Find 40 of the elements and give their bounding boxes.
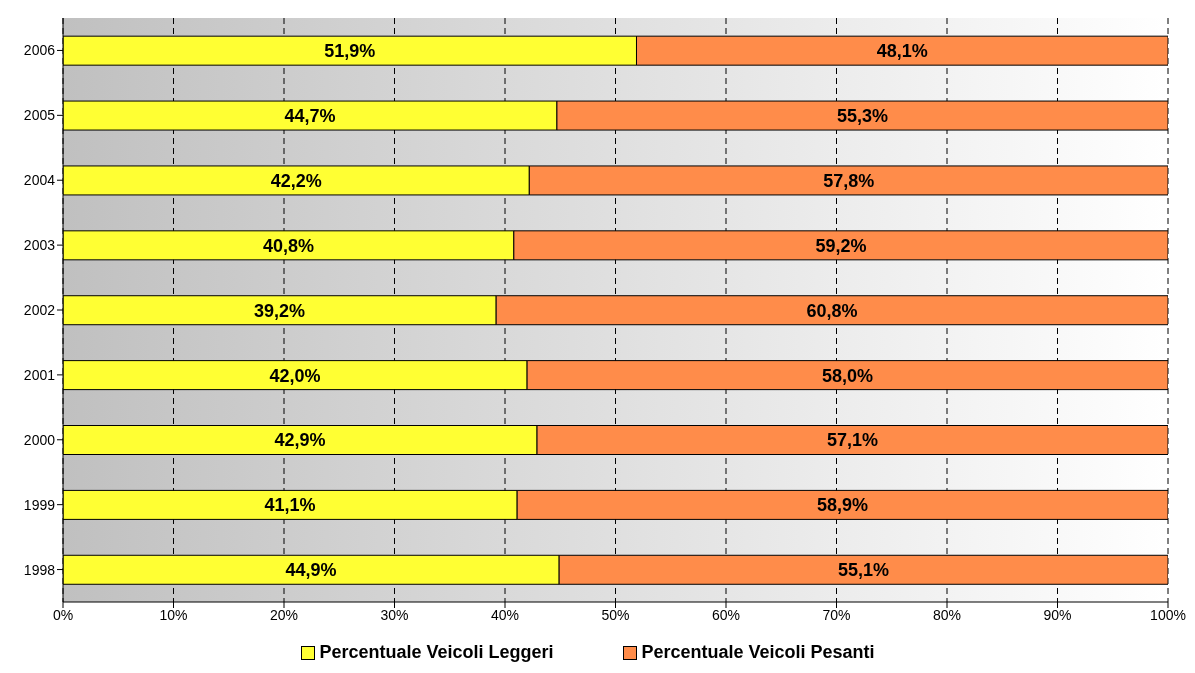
data-label: 44,9% — [285, 560, 337, 581]
data-label: 40,8% — [262, 235, 314, 256]
data-label: 57,8% — [823, 170, 875, 191]
data-label: 41,1% — [264, 495, 316, 516]
data-label: 60,8% — [806, 300, 858, 321]
x-tick-label: 90% — [1043, 606, 1072, 623]
y-tick-label: 1999 — [23, 496, 56, 513]
legend-label: Percentuale Veicoli Leggeri — [319, 642, 554, 663]
y-tick-label: 2000 — [23, 431, 56, 448]
x-tick-label: 40% — [490, 606, 520, 623]
x-tick-label: 70% — [822, 606, 851, 623]
data-label: 44,7% — [284, 105, 336, 126]
data-label: 55,3% — [836, 105, 888, 126]
data-label: 39,2% — [254, 300, 306, 321]
x-tick-label: 30% — [380, 606, 409, 623]
x-tick-label: 20% — [269, 606, 299, 623]
data-label: 55,1% — [838, 560, 890, 581]
data-label: 48,1% — [876, 41, 928, 62]
data-label: 42,9% — [274, 430, 326, 451]
x-tick-label: 60% — [711, 606, 741, 623]
data-label: 57,1% — [827, 430, 879, 451]
data-label: 58,9% — [817, 495, 869, 516]
y-tick-label: 2001 — [23, 366, 56, 383]
y-tick-label: 2006 — [23, 42, 56, 59]
x-tick-label: 0% — [52, 606, 74, 623]
y-tick-label: 1998 — [23, 561, 56, 578]
data-label: 58,0% — [822, 365, 874, 386]
data-label: 51,9% — [324, 41, 376, 62]
data-label: 42,2% — [270, 170, 322, 191]
legend-label: Percentuale Veicoli Pesanti — [641, 642, 875, 663]
data-label: 59,2% — [815, 235, 867, 256]
x-tick-label: 100% — [1150, 606, 1186, 623]
x-tick-label: 50% — [601, 606, 630, 623]
x-tick-label: 80% — [932, 606, 962, 623]
y-tick-label: 2005 — [23, 107, 56, 124]
y-tick-label: 2002 — [23, 301, 56, 318]
x-tick-label: 10% — [159, 606, 188, 623]
data-label: 42,0% — [269, 365, 321, 386]
y-tick-label: 2004 — [23, 172, 56, 189]
y-tick-label: 2003 — [23, 237, 56, 254]
